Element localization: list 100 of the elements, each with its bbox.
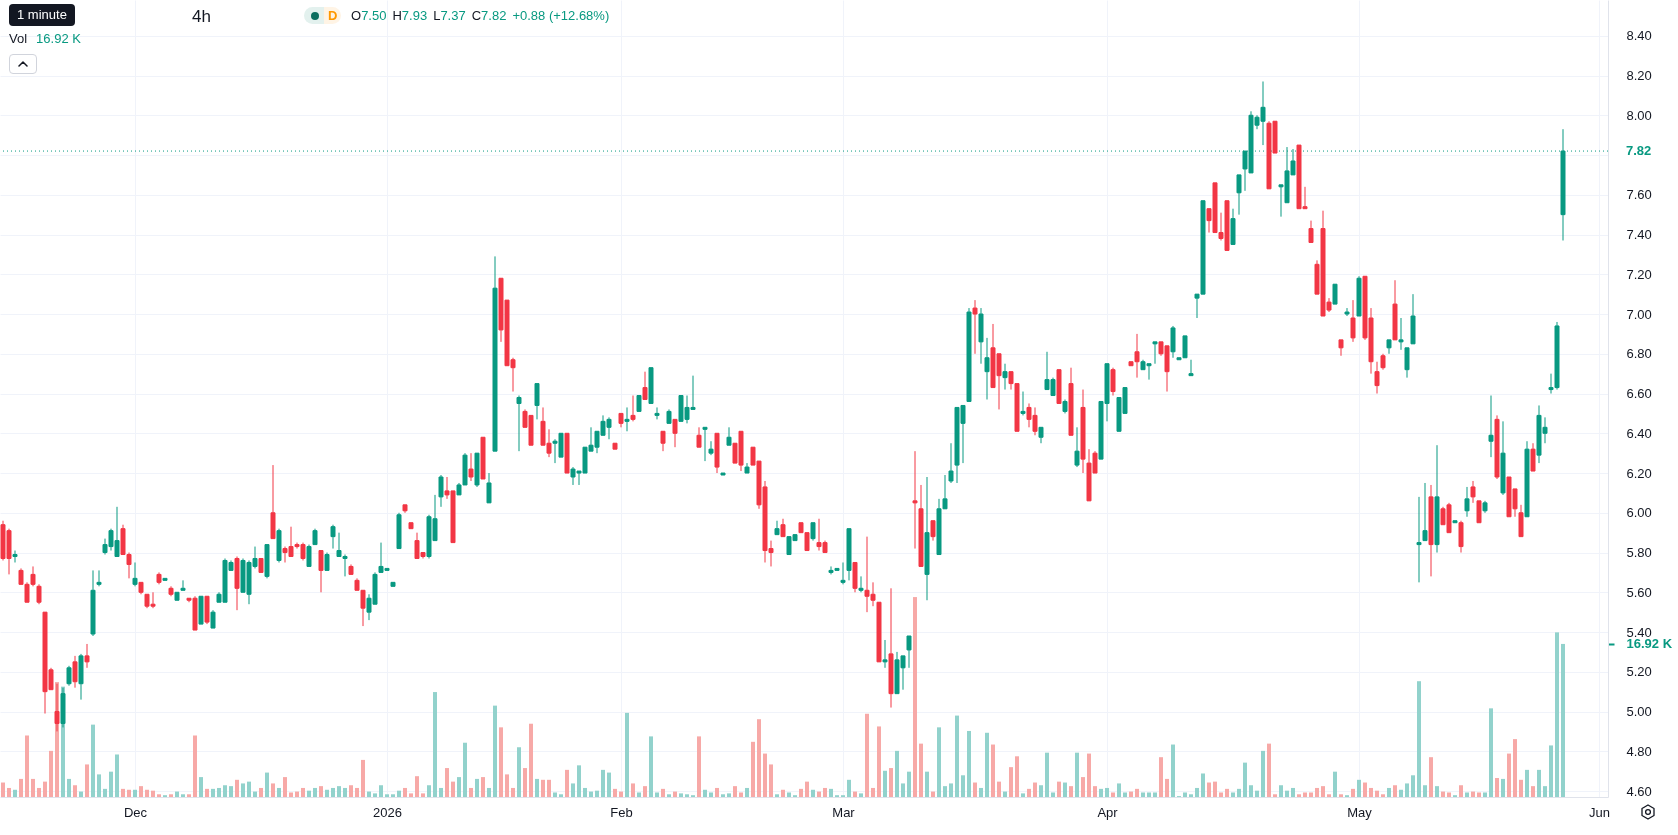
bar	[619, 791, 623, 797]
bar	[1285, 790, 1289, 797]
bar	[193, 735, 197, 797]
candlestick	[624, 406, 630, 432]
candlestick	[318, 550, 324, 593]
bar	[787, 792, 791, 797]
y-tick-label: 6.00	[1626, 505, 1652, 521]
bar	[469, 787, 473, 797]
annotation: D	[324, 7, 342, 24]
bar	[91, 724, 95, 797]
bar	[373, 793, 377, 797]
y-tick-label: 6.20	[1626, 465, 1652, 481]
bar	[673, 791, 677, 797]
bar	[85, 764, 89, 797]
bar	[757, 719, 761, 797]
bar	[871, 787, 875, 797]
annotation: L7.37	[433, 8, 466, 23]
y-tick-label: 5.60	[1626, 584, 1652, 600]
bar	[253, 791, 257, 797]
bar	[805, 781, 809, 797]
candlestick	[708, 440, 714, 456]
bar	[139, 786, 143, 797]
bar	[1267, 743, 1271, 797]
candlestick	[486, 472, 492, 504]
candlestick	[654, 406, 660, 420]
candlestick	[84, 643, 90, 669]
candlestick	[840, 561, 846, 585]
bar	[709, 792, 713, 797]
bar	[301, 787, 305, 797]
candlestick	[1488, 395, 1494, 458]
candlestick	[1236, 174, 1242, 216]
bar	[583, 787, 587, 797]
bar	[685, 794, 689, 797]
bar	[1555, 632, 1559, 797]
bar	[289, 792, 293, 797]
bar	[1333, 771, 1337, 797]
bar	[1465, 792, 1469, 797]
candlestick	[948, 442, 954, 484]
bar	[715, 787, 719, 797]
bar	[601, 769, 605, 797]
bar	[1435, 786, 1439, 797]
bar	[223, 785, 227, 797]
bar	[79, 791, 83, 797]
bar	[535, 778, 539, 797]
bar	[901, 783, 905, 797]
bar	[1369, 787, 1373, 797]
y-tick-label: 6.60	[1626, 386, 1652, 402]
bar	[1537, 769, 1541, 797]
candlestick	[1398, 317, 1404, 351]
bar	[1195, 787, 1199, 797]
bar	[511, 787, 515, 797]
bar	[643, 786, 647, 797]
bar	[379, 785, 383, 797]
candlestick	[1332, 283, 1338, 305]
bar	[1459, 785, 1463, 797]
y-tick-label: 6.80	[1626, 346, 1652, 362]
bar	[1477, 792, 1481, 797]
bar	[1291, 787, 1295, 797]
bar	[1513, 739, 1517, 797]
bar	[1549, 745, 1553, 797]
candlestick	[534, 383, 540, 420]
bar	[1111, 792, 1115, 797]
bar	[1201, 773, 1205, 797]
bar	[67, 778, 71, 797]
x-tick-label: Dec	[123, 804, 148, 820]
bar	[1105, 787, 1109, 797]
bar	[1501, 778, 1505, 797]
bar	[19, 778, 23, 797]
candlestick	[984, 337, 990, 400]
bar	[1249, 785, 1253, 797]
bar	[157, 794, 161, 797]
annotation: 1 minute	[9, 4, 75, 26]
bar	[481, 777, 485, 797]
bar	[955, 715, 959, 797]
bar	[979, 787, 983, 797]
bar	[1315, 787, 1319, 797]
bar	[457, 777, 461, 797]
bar	[439, 787, 443, 797]
bar	[1123, 792, 1127, 797]
bar	[325, 789, 329, 797]
candlestick	[882, 639, 888, 669]
x-tick-label: 2026	[373, 804, 402, 820]
bar	[259, 787, 263, 797]
y-tick-label: 7.60	[1626, 187, 1652, 203]
bar	[985, 732, 989, 797]
bar	[433, 692, 437, 797]
bar	[637, 792, 641, 797]
bar	[733, 786, 737, 797]
bar	[1015, 756, 1019, 797]
bar	[121, 788, 125, 797]
bar	[631, 783, 635, 797]
x-tick-label: Feb	[610, 804, 633, 820]
bar	[217, 787, 221, 797]
candlestick	[906, 635, 912, 669]
bar	[421, 793, 425, 797]
bar	[229, 786, 233, 797]
y-tick-label: 7.00	[1626, 306, 1652, 322]
bar	[721, 794, 725, 797]
bar	[1255, 790, 1259, 797]
y-tick-label: 5.00	[1626, 704, 1652, 720]
